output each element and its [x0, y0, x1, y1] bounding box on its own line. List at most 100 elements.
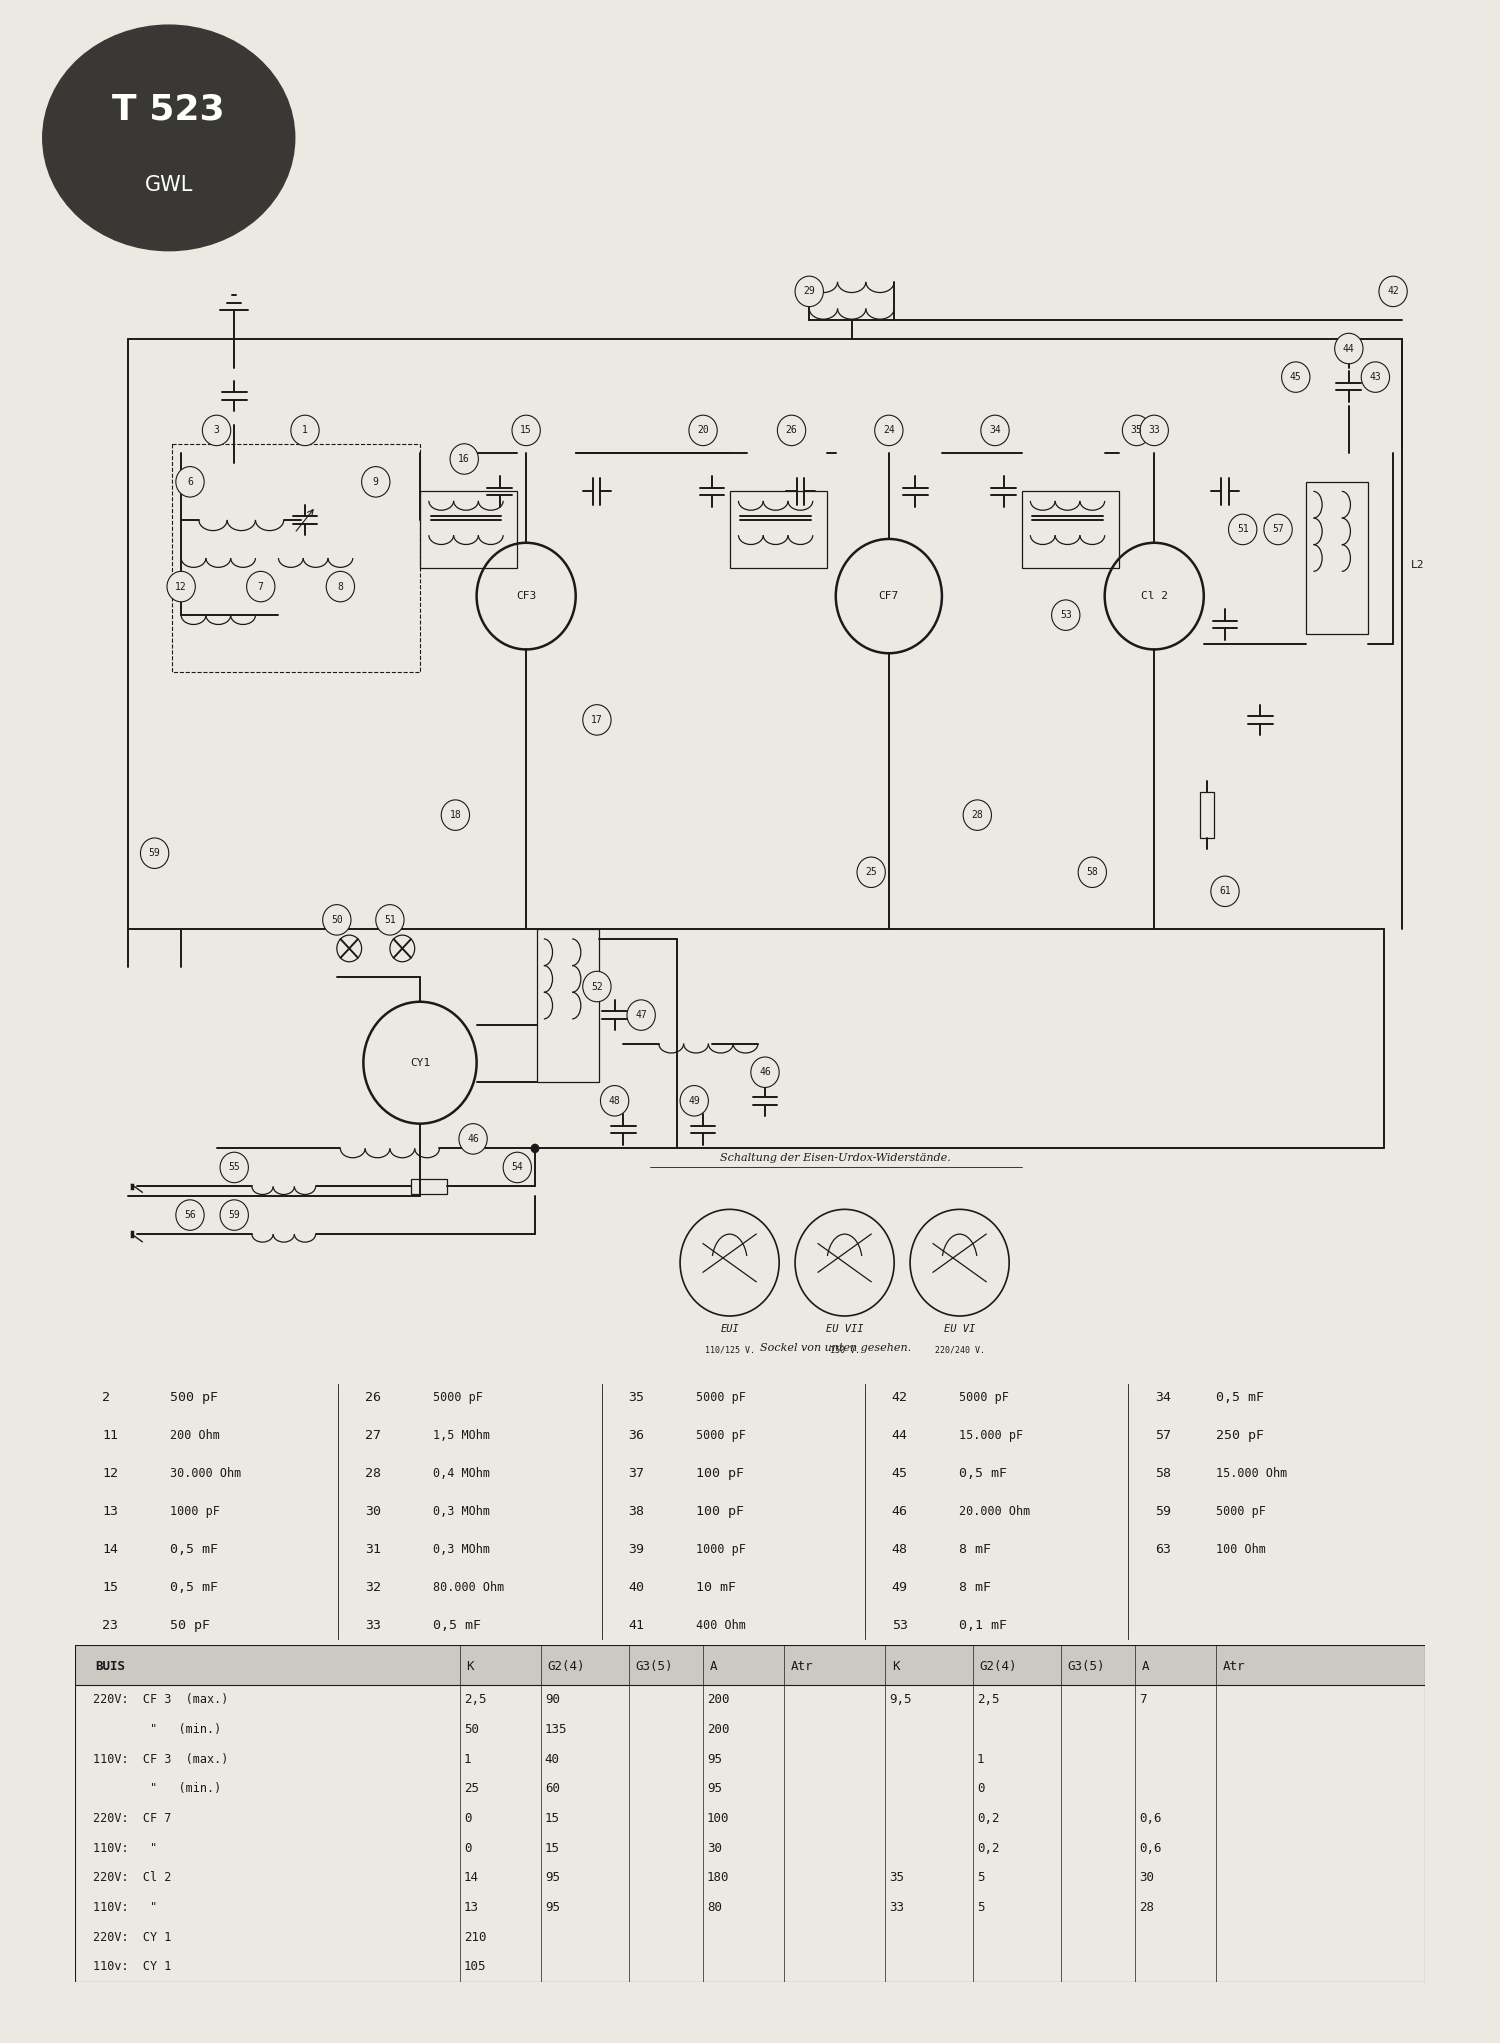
Circle shape	[1335, 333, 1364, 364]
Text: 55: 55	[228, 1162, 240, 1173]
Bar	[537, 930, 598, 1081]
Text: 220V:  CF 3  (max.): 220V: CF 3 (max.)	[93, 1694, 228, 1706]
Text: CF7: CF7	[879, 590, 898, 601]
Text: 13: 13	[464, 1902, 478, 1914]
Text: 32: 32	[366, 1581, 381, 1594]
Text: 45: 45	[1290, 372, 1302, 382]
Text: 59: 59	[148, 848, 160, 858]
Circle shape	[1052, 601, 1080, 631]
Text: 25: 25	[865, 868, 877, 876]
Circle shape	[981, 415, 1010, 445]
Circle shape	[1140, 415, 1168, 445]
Circle shape	[503, 1152, 531, 1183]
Text: 110/125 V.: 110/125 V.	[705, 1346, 754, 1355]
Circle shape	[42, 25, 294, 251]
Text: Atr: Atr	[790, 1661, 813, 1673]
Circle shape	[459, 1124, 488, 1154]
Text: 0,6: 0,6	[1138, 1841, 1161, 1855]
Circle shape	[176, 1199, 204, 1230]
Text: 0,3 MOhm: 0,3 MOhm	[432, 1506, 489, 1518]
Bar	[411, 1179, 447, 1193]
Text: 2,5: 2,5	[464, 1694, 486, 1706]
Text: 38: 38	[628, 1506, 645, 1518]
Text: 95: 95	[706, 1753, 722, 1765]
Circle shape	[688, 415, 717, 445]
Text: 10 mF: 10 mF	[696, 1581, 736, 1594]
Text: 100 Ohm: 100 Ohm	[1215, 1542, 1266, 1557]
Text: 15.000 pF: 15.000 pF	[960, 1430, 1023, 1442]
Circle shape	[362, 466, 390, 496]
Text: 15: 15	[520, 425, 532, 435]
Bar	[75, 1645, 1425, 1685]
Text: 40: 40	[544, 1753, 560, 1765]
Text: 50: 50	[464, 1722, 478, 1737]
Text: 35: 35	[628, 1391, 645, 1404]
Text: 14: 14	[464, 1871, 478, 1884]
Text: 220V:  CF 7: 220V: CF 7	[93, 1812, 171, 1824]
Text: A: A	[1142, 1661, 1149, 1673]
Circle shape	[1210, 876, 1239, 907]
Text: K: K	[466, 1661, 474, 1673]
Text: BUIS: BUIS	[96, 1661, 124, 1673]
Text: 8 mF: 8 mF	[960, 1581, 992, 1594]
Text: 28: 28	[972, 811, 982, 819]
Circle shape	[856, 856, 885, 887]
Text: 105: 105	[464, 1961, 486, 1974]
Circle shape	[1264, 515, 1292, 545]
Text: 53: 53	[891, 1620, 908, 1632]
Text: 42: 42	[1388, 286, 1400, 296]
Circle shape	[512, 415, 540, 445]
Text: CF3: CF3	[516, 590, 537, 601]
Bar	[1200, 793, 1215, 838]
Circle shape	[291, 415, 320, 445]
Text: 50: 50	[332, 915, 342, 925]
Text: 8: 8	[338, 582, 344, 592]
Text: 110V:   ": 110V: "	[93, 1902, 156, 1914]
Text: 46: 46	[466, 1134, 478, 1144]
Text: 1000 pF: 1000 pF	[170, 1506, 219, 1518]
Text: 135: 135	[544, 1722, 567, 1737]
Text: "   (min.): " (min.)	[93, 1722, 220, 1737]
Text: 95: 95	[544, 1871, 560, 1884]
Text: 16: 16	[459, 454, 470, 464]
Text: 15: 15	[544, 1812, 560, 1824]
Circle shape	[1378, 276, 1407, 306]
Text: 58: 58	[1086, 868, 1098, 876]
Text: 0,2: 0,2	[976, 1841, 999, 1855]
Text: T 523: T 523	[112, 92, 225, 127]
Text: 220V:  Cl 2: 220V: Cl 2	[93, 1871, 171, 1884]
Text: 57: 57	[1272, 525, 1284, 535]
Text: 30: 30	[1138, 1871, 1154, 1884]
Text: 5000 pF: 5000 pF	[696, 1391, 746, 1404]
Bar	[172, 443, 420, 672]
Text: EU VII: EU VII	[827, 1324, 864, 1334]
Text: 37: 37	[628, 1467, 645, 1481]
Text: 36: 36	[628, 1430, 645, 1442]
Text: 34: 34	[1155, 1391, 1172, 1404]
Text: 500 pF: 500 pF	[170, 1391, 217, 1404]
Text: G3(5): G3(5)	[1068, 1661, 1104, 1673]
Circle shape	[441, 801, 470, 829]
Text: 210: 210	[464, 1931, 486, 1943]
Text: A: A	[710, 1661, 717, 1673]
Text: 51: 51	[1238, 525, 1248, 535]
Circle shape	[1078, 856, 1107, 887]
Text: 46: 46	[759, 1066, 771, 1077]
Text: 110v:  CY 1: 110v: CY 1	[93, 1961, 171, 1974]
Text: 45: 45	[891, 1467, 908, 1481]
Text: 48: 48	[609, 1095, 621, 1105]
Circle shape	[166, 572, 195, 603]
Text: 61: 61	[1220, 887, 1232, 897]
Text: 220/240 V.: 220/240 V.	[934, 1346, 984, 1355]
Text: 0: 0	[464, 1812, 471, 1824]
Text: 220V:  CY 1: 220V: CY 1	[93, 1931, 171, 1943]
Text: 24: 24	[884, 425, 894, 435]
Text: 47: 47	[636, 1009, 646, 1019]
Text: 49: 49	[891, 1581, 908, 1594]
Circle shape	[220, 1199, 249, 1230]
Text: 44: 44	[1342, 343, 1354, 353]
Circle shape	[680, 1085, 708, 1115]
Circle shape	[326, 572, 354, 603]
Text: 200: 200	[706, 1722, 729, 1737]
Text: 180: 180	[706, 1871, 729, 1884]
